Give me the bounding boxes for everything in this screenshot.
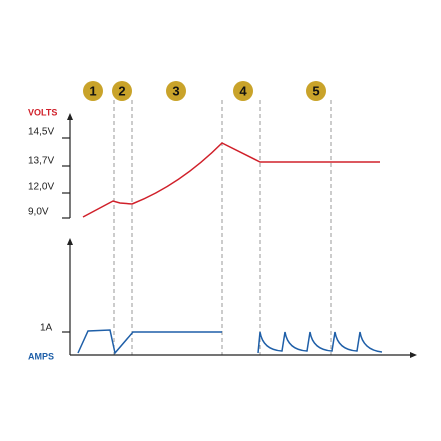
step-number: 3 [172, 83, 179, 98]
volts-axis: VOLTS 14,5V 13,7V 12,0V 9,0V [28, 107, 73, 219]
tick-label: 13,7V [28, 156, 54, 167]
voltage-curve [82, 142, 380, 218]
step-badge [166, 81, 186, 101]
axis-arrow [67, 113, 73, 120]
tick-label: 14,5V [28, 127, 54, 138]
step-badge [112, 81, 132, 101]
step-number: 4 [239, 83, 247, 98]
step-badge [306, 81, 326, 101]
current-curve [77, 329, 383, 355]
step-number: 1 [89, 83, 96, 98]
step-number: 2 [118, 83, 125, 98]
step-badge [233, 81, 253, 101]
step-badge [83, 81, 103, 101]
axis-arrow [67, 238, 73, 245]
tick-label: 12,0V [28, 182, 54, 193]
step-number: 5 [312, 83, 319, 98]
axis-arrow [410, 352, 417, 358]
amps-axis: 1A AMPS [28, 238, 417, 361]
step-badges: 1 2 3 4 5 [83, 81, 326, 101]
tick-label: 1A [40, 323, 53, 334]
axis-title: AMPS [28, 351, 54, 361]
axis-title: VOLTS [28, 107, 57, 117]
tick-label: 9,0V [28, 207, 49, 218]
